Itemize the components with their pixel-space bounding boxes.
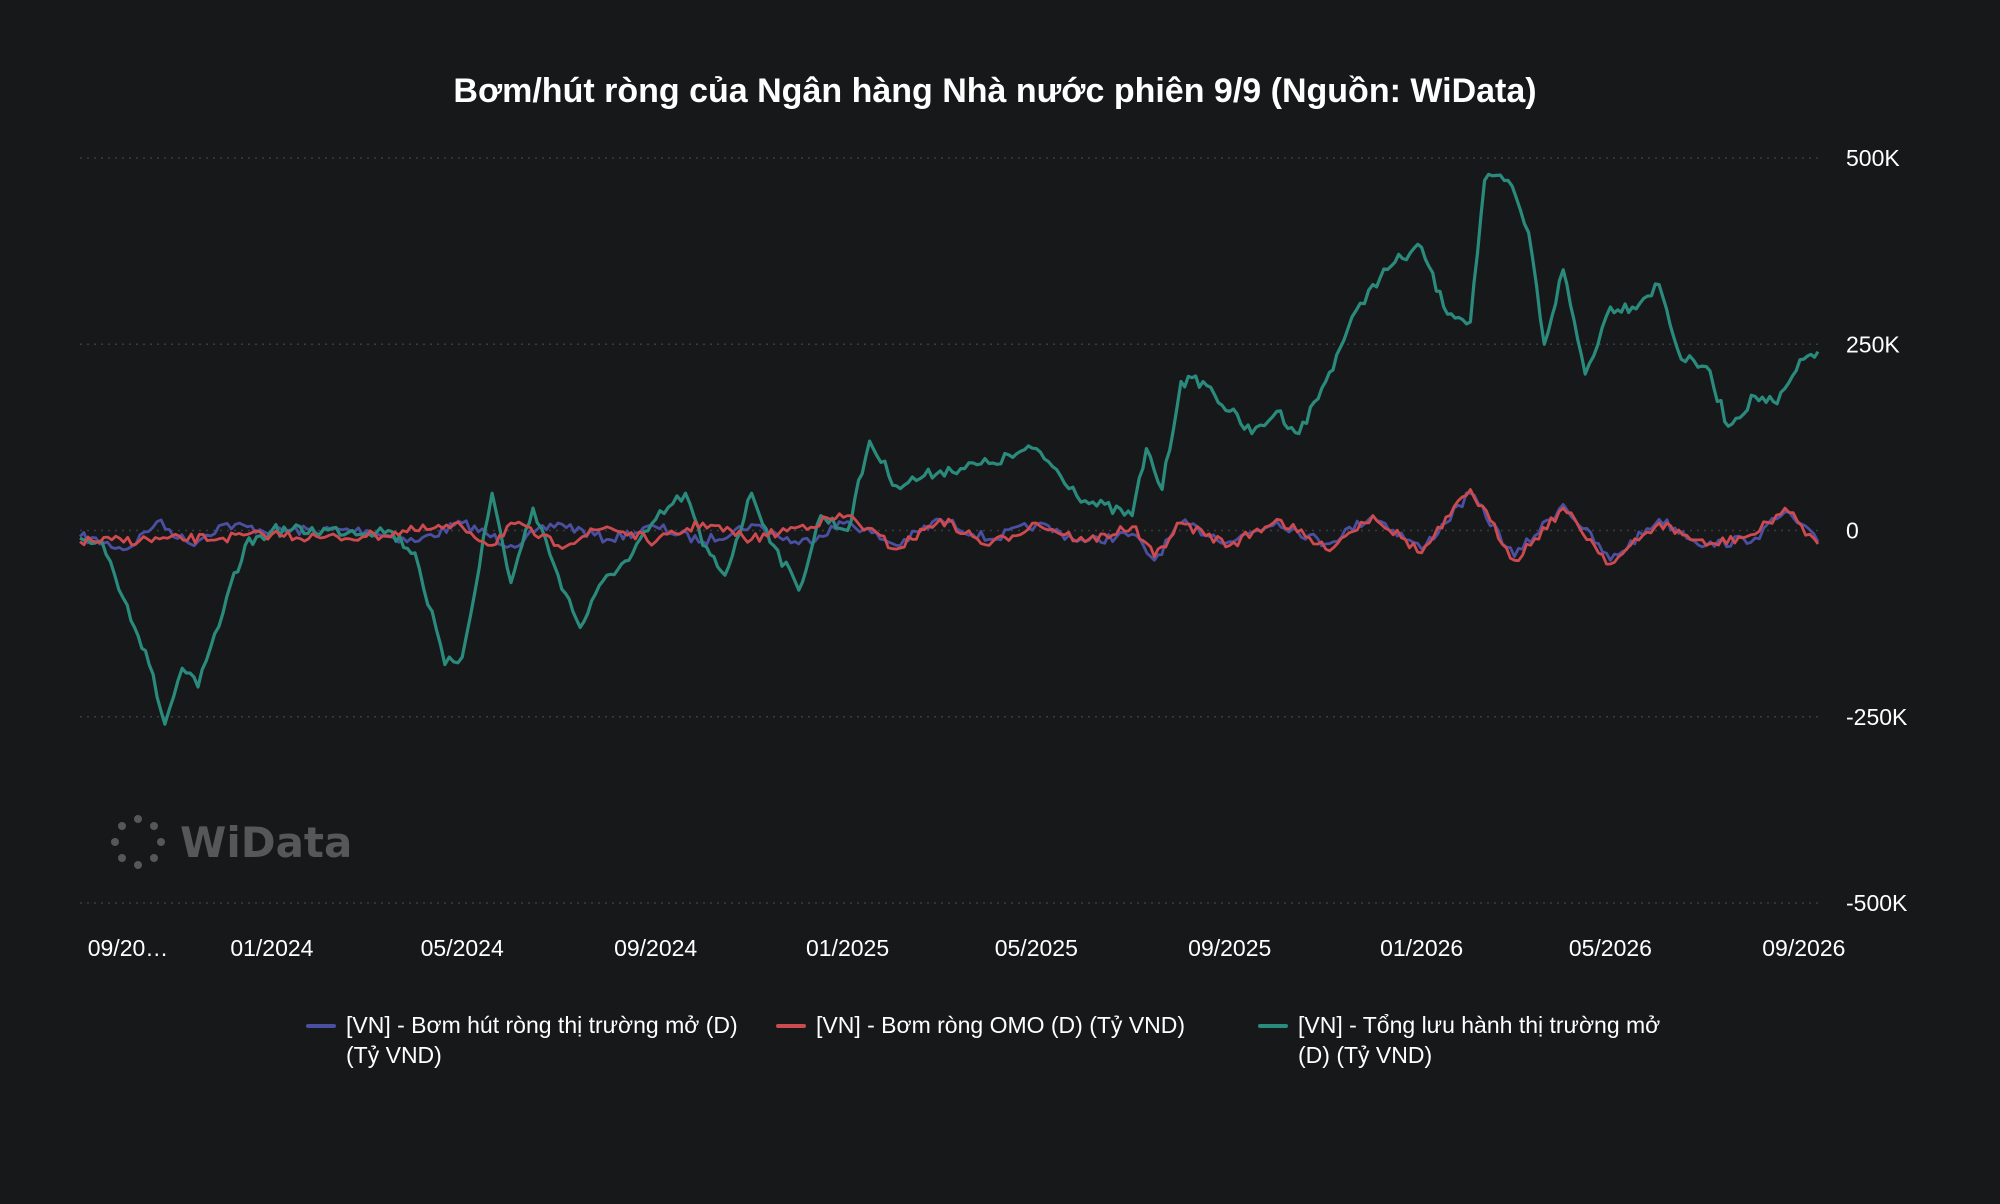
x-tick-label: 05/2025 [995,935,1078,961]
legend-label: [VN] - Tổng lưu hành thị trường mở (D) (… [1298,1012,1661,1068]
series-line-0 [78,491,1820,562]
watermark: WiData [110,812,352,872]
x-tick-label: 01/2026 [1380,935,1463,961]
series-line-1 [79,488,1820,566]
legend-item-open-market-outstanding[interactable]: [VN] - Tổng lưu hành thị trường mở (D) (… [1258,1010,1688,1070]
y-tick-label: 0 [1846,518,1859,544]
x-tick-label: 01/2025 [806,935,889,961]
x-tick-label: 05/2026 [1569,935,1652,961]
y-tick-label: -250K [1846,704,1908,730]
x-tick-label: 05/2024 [421,935,504,961]
legend-swatch [306,1024,336,1028]
legend: [VN] - Bơm hút ròng thị trường mở (D) (T… [0,1010,2000,1090]
x-tick-label: 09/2024 [614,935,697,961]
chart-title: Bơm/hút ròng của Ngân hàng Nhà nước phiê… [453,72,1537,110]
grid-lines [80,157,1818,904]
legend-label: [VN] - Bơm hút ròng thị trường mở (D) (T… [346,1012,738,1068]
legend-swatch [1258,1024,1288,1028]
x-tick-label: 09/2025 [1188,935,1271,961]
widata-logo-icon [111,815,165,869]
y-tick-label: 500K [1846,145,1900,171]
series-lines [78,172,1820,726]
legend-item-omo-net[interactable]: [VN] - Bơm ròng OMO (D) (Tỷ VND) [776,1010,1246,1040]
series-line-2 [79,172,1820,726]
watermark-text: WiData [180,817,353,867]
legend-item-open-market-net[interactable]: [VN] - Bơm hút ròng thị trường mở (D) (T… [306,1010,746,1070]
x-axis: 09/20… 01/2024 05/2024 09/2024 01/2025 05/202… [88,935,1846,961]
y-axis: 500K 250K 0 -250K -500K [1846,145,1908,916]
y-tick-label: 250K [1846,331,1900,357]
legend-swatch [776,1024,806,1028]
x-tick-label: 01/2024 [230,935,313,961]
x-tick-label: 09/20… [88,935,169,961]
legend-label: [VN] - Bơm ròng OMO (D) (Tỷ VND) [816,1012,1186,1038]
x-tick-label: 09/2026 [1762,935,1845,961]
y-tick-label: -500K [1846,890,1908,916]
